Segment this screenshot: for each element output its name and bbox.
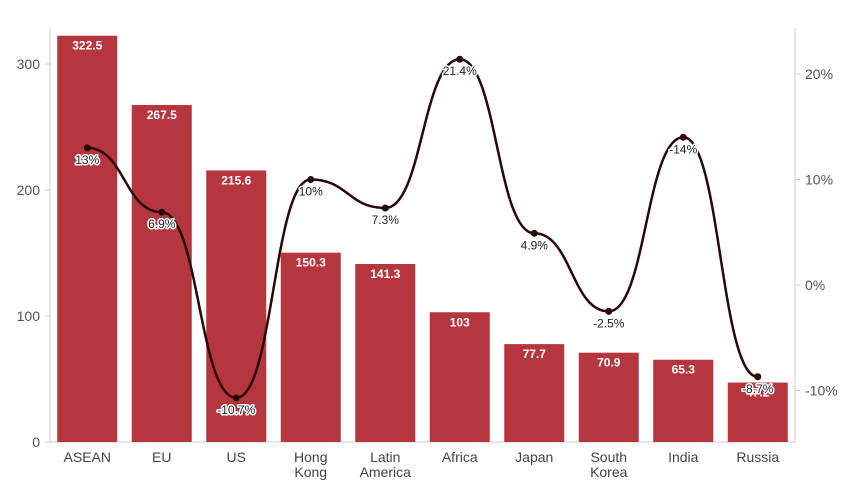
category-label-line: Hong xyxy=(294,449,327,465)
bar-value-label: 322.5 xyxy=(72,39,102,53)
right-tick-label: 20% xyxy=(805,66,833,82)
bar-value-label: 150.3 xyxy=(296,256,326,270)
bar-value-label: 65.3 xyxy=(672,363,696,377)
growth-point xyxy=(605,307,613,315)
category-label-line: Kong xyxy=(294,464,327,480)
category-label: South Korea xyxy=(590,449,628,480)
growth-value-label: 4.9% xyxy=(521,238,549,252)
bar-value-label: 103 xyxy=(450,315,470,329)
category-label-line: EU xyxy=(152,449,171,465)
category-label-line: Russia xyxy=(736,449,779,465)
bar-value-label: 70.9 xyxy=(597,356,621,370)
growth-point xyxy=(679,133,687,141)
growth-label-halo: 6.9% xyxy=(148,217,176,231)
category-label: EU xyxy=(152,449,171,465)
labels: 322.5 ASEAN 267.5 EU 215.6 US 150.3 Hong Kong 141… xyxy=(64,39,780,480)
bar-value-label: 267.5 xyxy=(147,108,177,122)
growth-point xyxy=(232,394,240,402)
category-label: India xyxy=(668,449,699,465)
growth-label-halo: 13% xyxy=(75,153,99,167)
bar xyxy=(131,105,192,443)
category-label-line: US xyxy=(227,449,246,465)
growth-value-label: 21.4% xyxy=(443,64,477,78)
category-label-line: Korea xyxy=(590,464,628,480)
growth-point xyxy=(754,373,762,381)
bar xyxy=(280,252,341,442)
left-tick-label: 200 xyxy=(17,182,41,198)
bar xyxy=(429,312,490,442)
growth-value-label: 6.9% xyxy=(148,217,176,231)
bars xyxy=(57,35,788,443)
category-label: Africa xyxy=(442,449,478,465)
growth-point xyxy=(307,176,315,183)
left-tick-label: 300 xyxy=(17,56,41,72)
bar-value-label: 141.3 xyxy=(370,267,400,281)
growth-line xyxy=(83,55,762,402)
category-label-line: South xyxy=(590,449,627,465)
category-label-line: America xyxy=(360,464,412,480)
category-label: Japan xyxy=(515,449,553,465)
growth-point xyxy=(381,204,389,212)
bar-value-label: 77.7 xyxy=(523,347,547,361)
bar xyxy=(578,352,639,442)
growth-label-halo: 4.9% xyxy=(521,238,549,252)
growth-label-halo: -2.5% xyxy=(593,316,625,330)
category-label-line: Japan xyxy=(515,449,553,465)
growth-value-label: -10.7% xyxy=(217,403,255,417)
category-label-line: Africa xyxy=(442,449,478,465)
growth-value-label: -2.5% xyxy=(593,316,625,330)
bar xyxy=(355,264,416,442)
category-label: ASEAN xyxy=(64,449,111,465)
growth-point xyxy=(158,208,166,216)
growth-line-path xyxy=(87,57,759,400)
category-label: Hong Kong xyxy=(294,449,327,480)
category-label: Latin America xyxy=(360,449,412,480)
category-label-line: India xyxy=(668,449,699,465)
growth-value-label: 13% xyxy=(75,153,99,167)
category-label-line: Latin xyxy=(370,449,400,465)
growth-value-label: -14% xyxy=(669,142,697,156)
growth-label-halo: -8.7% xyxy=(742,382,774,396)
growth-label-halo: -10.7% xyxy=(217,403,255,417)
growth-point xyxy=(530,229,538,237)
growth-label-halo: 21.4% xyxy=(443,64,477,78)
bar xyxy=(727,382,788,442)
right-tick-label: 0% xyxy=(805,277,825,293)
growth-label-halo: 10% xyxy=(299,185,323,199)
left-tick-label: 100 xyxy=(17,308,41,324)
bar-value-label: 47.2 xyxy=(746,386,770,400)
growth-label-halo: 7.3% xyxy=(372,213,400,227)
category-label-line: ASEAN xyxy=(64,449,111,465)
growth-value-label: -8.7% xyxy=(742,382,774,396)
growth-label-halo: -14% xyxy=(669,142,697,156)
right-tick-label: -10% xyxy=(805,383,838,399)
right-tick-label: 10% xyxy=(805,172,833,188)
bar xyxy=(504,344,565,442)
bar-value-label: 215.6 xyxy=(221,173,251,187)
bar xyxy=(57,35,118,442)
growth-point xyxy=(456,55,464,63)
growth-value-label: 7.3% xyxy=(372,213,400,227)
category-label: Russia xyxy=(736,449,779,465)
category-label: US xyxy=(227,449,246,465)
growth-value-label: 10% xyxy=(299,185,323,199)
bar xyxy=(653,359,714,442)
left-tick-label: 0 xyxy=(32,434,40,450)
growth-point xyxy=(83,144,91,152)
